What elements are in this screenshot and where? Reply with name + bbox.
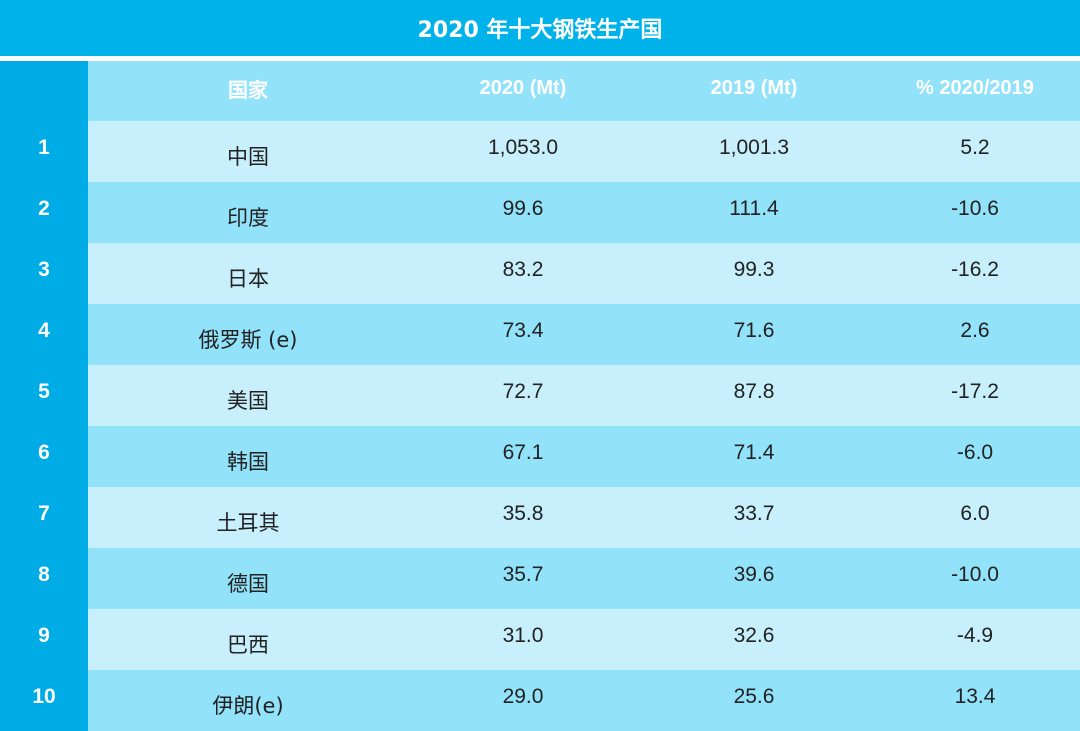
rank-cell: 7 bbox=[0, 487, 88, 548]
pct-change-cell: 5.2 bbox=[870, 121, 1080, 182]
value-2019-cell: 87.8 bbox=[638, 365, 870, 426]
country-name: 美国 bbox=[227, 388, 269, 413]
value-2020-cell: 31.0 bbox=[408, 609, 638, 670]
pct-change-cell: -4.9 bbox=[870, 609, 1080, 670]
country-cell: 美国 bbox=[88, 365, 408, 426]
table-row: 4 俄罗斯 (e) 73.4 71.6 2.6 bbox=[0, 304, 1080, 365]
table-row: 3 日本 83.2 99.3 -16.2 bbox=[0, 243, 1080, 304]
table-row: 10 伊朗(e) 29.0 25.6 13.4 bbox=[0, 670, 1080, 731]
title-divider bbox=[0, 56, 1080, 61]
header-2019: 2019 (Mt) bbox=[638, 61, 870, 121]
country-name: 韩国 bbox=[227, 449, 269, 474]
value-2019-cell: 32.6 bbox=[638, 609, 870, 670]
pct-change-cell: 13.4 bbox=[870, 670, 1080, 731]
country-cell: 中国 bbox=[88, 121, 408, 182]
pct-change-cell: -16.2 bbox=[870, 243, 1080, 304]
value-2020-cell: 29.0 bbox=[408, 670, 638, 731]
value-2019-cell: 33.7 bbox=[638, 487, 870, 548]
value-2020-cell: 67.1 bbox=[408, 426, 638, 487]
pct-change-cell: 2.6 bbox=[870, 304, 1080, 365]
country-cell: 伊朗(e) bbox=[88, 670, 408, 731]
country-cell: 日本 bbox=[88, 243, 408, 304]
country-cell: 德国 bbox=[88, 548, 408, 609]
rank-cell: 4 bbox=[0, 304, 88, 365]
pct-change-cell: -10.0 bbox=[870, 548, 1080, 609]
table-row: 1 中国 1,053.0 1,001.3 5.2 bbox=[0, 121, 1080, 182]
rank-cell: 3 bbox=[0, 243, 88, 304]
table-row: 6 韩国 67.1 71.4 -6.0 bbox=[0, 426, 1080, 487]
value-2020-cell: 99.6 bbox=[408, 182, 638, 243]
rank-cell: 8 bbox=[0, 548, 88, 609]
country-name: 土耳其 bbox=[216, 510, 280, 535]
header-2020: 2020 (Mt) bbox=[408, 61, 638, 121]
value-2020-cell: 35.7 bbox=[408, 548, 638, 609]
rank-cell: 6 bbox=[0, 426, 88, 487]
table-title: 2020 年十大钢铁生产国 bbox=[0, 0, 1080, 56]
value-2020-cell: 35.8 bbox=[408, 487, 638, 548]
pct-change-cell: -17.2 bbox=[870, 365, 1080, 426]
country-name: 中国 bbox=[227, 144, 269, 169]
value-2019-cell: 111.4 bbox=[638, 182, 870, 243]
table-title-text: 2020 年十大钢铁生产国 bbox=[417, 18, 663, 43]
rank-cell: 9 bbox=[0, 609, 88, 670]
table-row: 8 德国 35.7 39.6 -10.0 bbox=[0, 548, 1080, 609]
country-cell: 印度 bbox=[88, 182, 408, 243]
country-cell: 韩国 bbox=[88, 426, 408, 487]
value-2019-cell: 71.6 bbox=[638, 304, 870, 365]
value-2020-cell: 1,053.0 bbox=[408, 121, 638, 182]
country-name: 日本 bbox=[227, 266, 269, 291]
rank-cell: 5 bbox=[0, 365, 88, 426]
country-name: 巴西 bbox=[227, 632, 269, 657]
country-name: 俄罗斯 (e) bbox=[198, 327, 298, 352]
value-2020-cell: 72.7 bbox=[408, 365, 638, 426]
country-cell: 巴西 bbox=[88, 609, 408, 670]
header-country: 国家 bbox=[88, 61, 408, 121]
country-name: 印度 bbox=[227, 205, 269, 230]
header-pct: % 2020/2019 bbox=[870, 61, 1080, 121]
table-row: 7 土耳其 35.8 33.7 6.0 bbox=[0, 487, 1080, 548]
country-name: 德国 bbox=[227, 571, 269, 596]
rank-cell: 10 bbox=[0, 670, 88, 731]
value-2020-cell: 73.4 bbox=[408, 304, 638, 365]
rank-cell: 2 bbox=[0, 182, 88, 243]
table-header-row: 国家 2020 (Mt) 2019 (Mt) % 2020/2019 bbox=[0, 61, 1080, 121]
table-row: 5 美国 72.7 87.8 -17.2 bbox=[0, 365, 1080, 426]
header-rank-cell bbox=[0, 61, 88, 121]
value-2019-cell: 71.4 bbox=[638, 426, 870, 487]
table-row: 2 印度 99.6 111.4 -10.6 bbox=[0, 182, 1080, 243]
country-cell: 俄罗斯 (e) bbox=[88, 304, 408, 365]
value-2020-cell: 83.2 bbox=[408, 243, 638, 304]
country-name: 伊朗(e) bbox=[212, 693, 284, 718]
pct-change-cell: -6.0 bbox=[870, 426, 1080, 487]
country-cell: 土耳其 bbox=[88, 487, 408, 548]
header-country-label: 国家 bbox=[228, 77, 268, 102]
steel-production-table: 国家 2020 (Mt) 2019 (Mt) % 2020/2019 1 中国 … bbox=[0, 61, 1080, 731]
value-2019-cell: 39.6 bbox=[638, 548, 870, 609]
table-row: 9 巴西 31.0 32.6 -4.9 bbox=[0, 609, 1080, 670]
value-2019-cell: 99.3 bbox=[638, 243, 870, 304]
pct-change-cell: 6.0 bbox=[870, 487, 1080, 548]
pct-change-cell: -10.6 bbox=[870, 182, 1080, 243]
value-2019-cell: 1,001.3 bbox=[638, 121, 870, 182]
rank-cell: 1 bbox=[0, 121, 88, 182]
value-2019-cell: 25.6 bbox=[638, 670, 870, 731]
